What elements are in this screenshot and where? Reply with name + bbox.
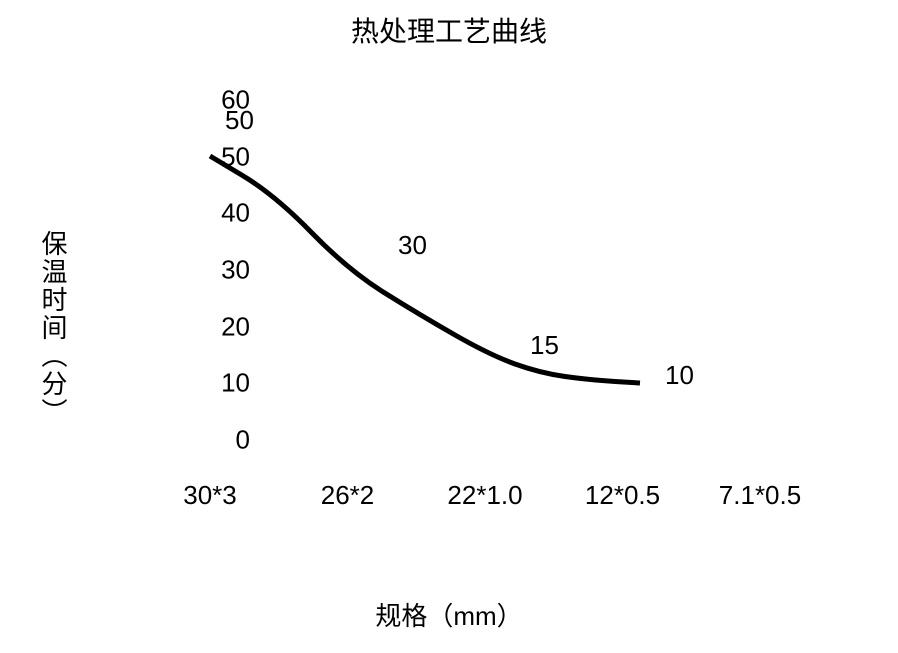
x-tick: 22*1.0 (447, 480, 522, 511)
chart-plot-area: 010203040506030*326*222*1.012*0.57.1*0.5… (130, 80, 810, 480)
x-tick: 26*2 (321, 480, 375, 511)
x-axis-label: 规格（mm） (0, 596, 898, 633)
data-point-label: 30 (398, 230, 427, 261)
x-tick: 7.1*0.5 (719, 480, 801, 511)
y-tick: 0 (236, 425, 250, 456)
y-tick: 10 (221, 368, 250, 399)
y-axis-label: 保温时间（分） (35, 230, 72, 426)
y-tick: 50 (221, 141, 250, 172)
y-tick: 30 (221, 255, 250, 286)
y-tick: 40 (221, 198, 250, 229)
x-tick: 12*0.5 (585, 480, 660, 511)
data-point-label: 10 (665, 360, 694, 391)
line-series (210, 156, 640, 383)
data-point-label: 15 (530, 330, 559, 361)
y-tick: 20 (221, 311, 250, 342)
chart-title: 热处理工艺曲线 (0, 10, 898, 50)
x-tick: 30*3 (183, 480, 237, 511)
data-point-label: 50 (225, 105, 254, 136)
